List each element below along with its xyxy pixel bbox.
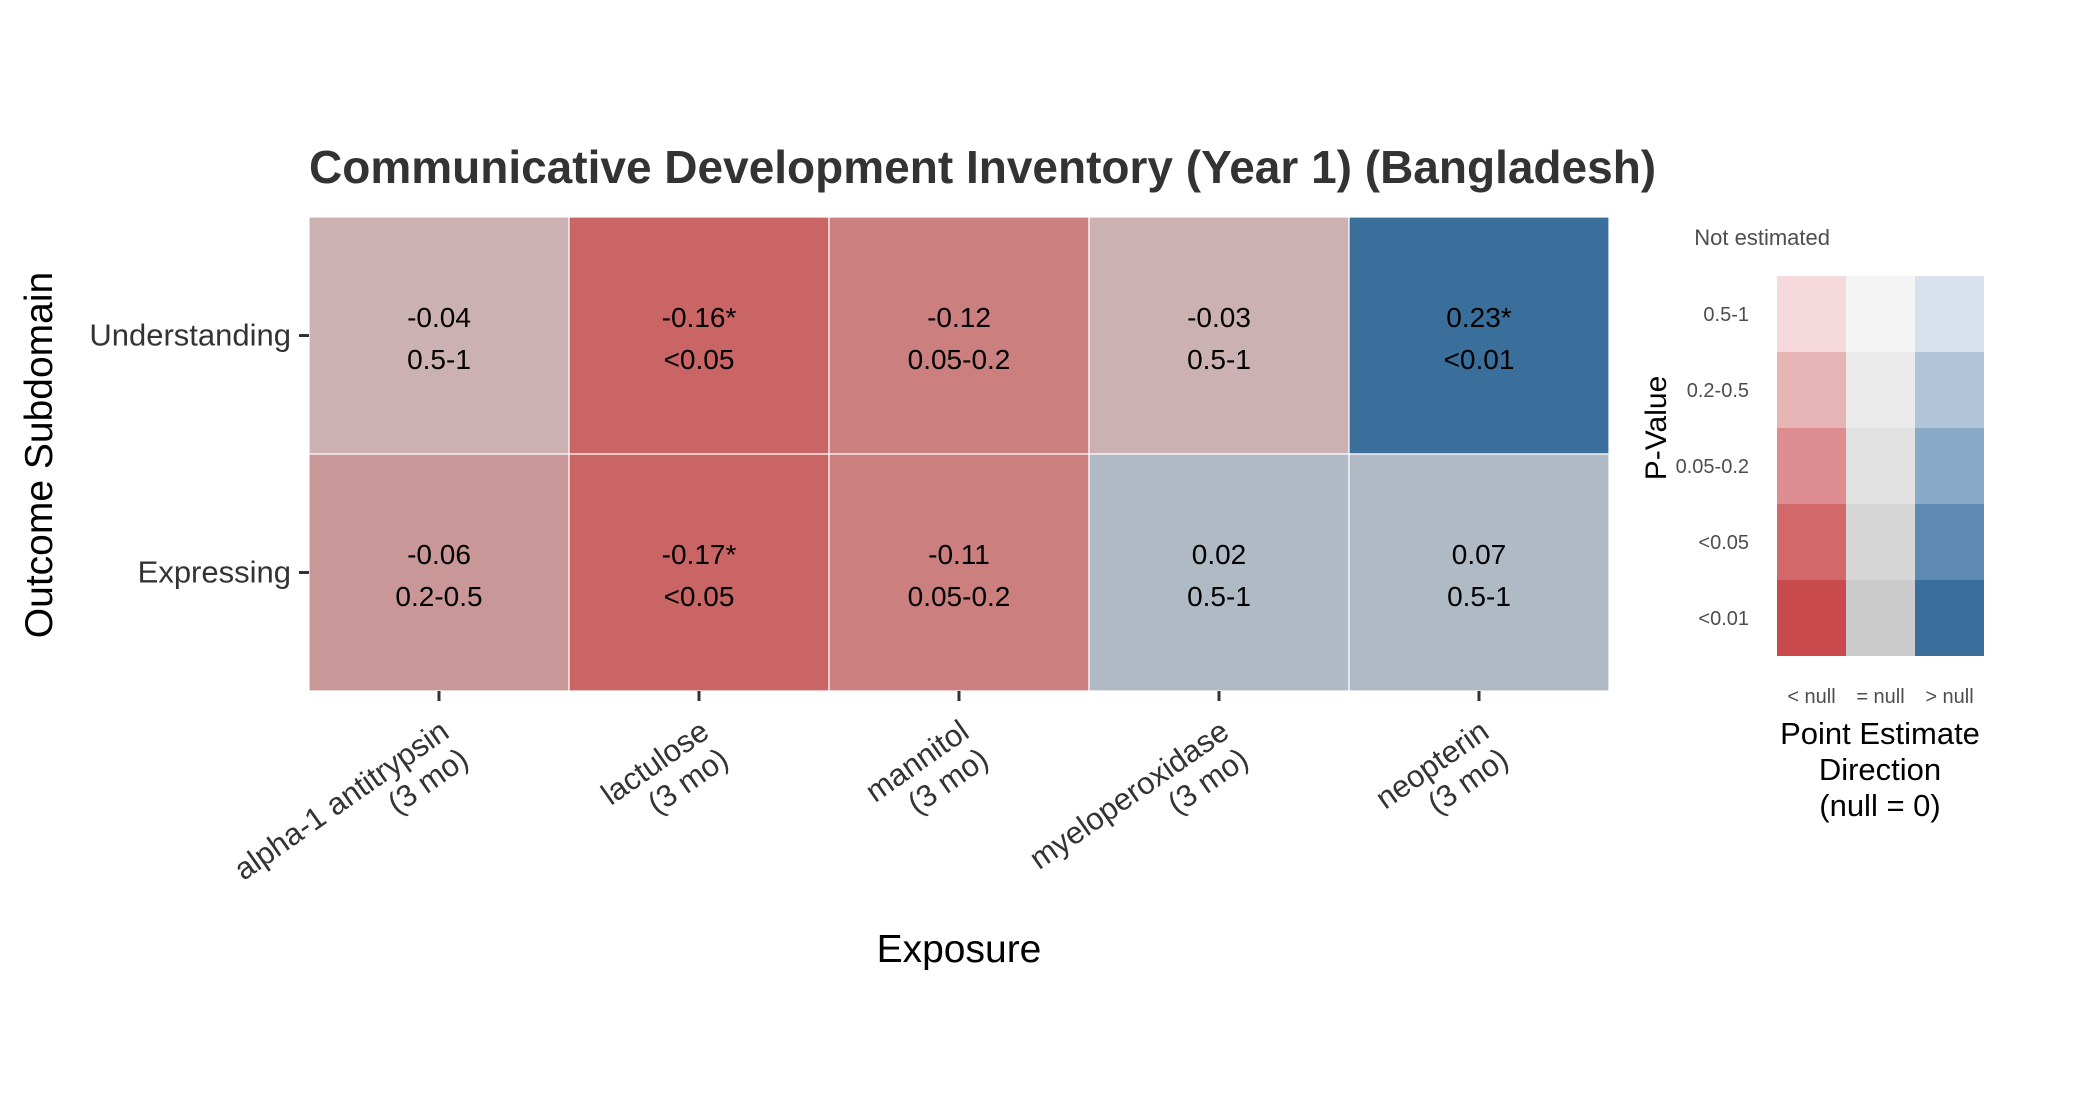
chart-title: Communicative Development Inventory (Yea… [309,141,1656,193]
cell-estimate-label: -0.16* [662,302,737,333]
cell-estimate-label: -0.03 [1187,302,1251,333]
y-axis-title: Outcome Subdomain [18,272,61,638]
cell-pvalue-label: <0.05 [664,344,735,375]
heatmap-cell [308,453,570,692]
x-axis-tick-label: myeloperoxidase(3 mo) [1023,713,1255,904]
legend-not-estimated-label: Not estimated [1694,225,1830,250]
x-axis-tick-label: alpha-1 antitrypsin(3 mo) [227,713,474,915]
legend-direction-label: > null [1925,686,1973,708]
legend-swatch [1777,504,1846,580]
cell-pvalue-label: 0.5-1 [1187,344,1251,375]
heatmap-cell [1088,453,1350,692]
legend-swatch [1915,276,1984,352]
heatmap-cell [1088,216,1350,455]
x-axis: alpha-1 antitrypsin(3 mo) lactulose(3 mo)… [227,691,1515,915]
heatmap-cell [828,453,1090,692]
cell-pvalue-label: 0.05-0.2 [908,581,1011,612]
cell-pvalue-label: 0.5-1 [1447,581,1511,612]
y-axis-tick-label: Expressing [138,555,291,590]
cell-pvalue-label: <0.01 [1444,344,1515,375]
legend-swatch [1915,580,1984,656]
legend-direction-title-line: (null = 0) [1819,788,1940,823]
legend: Not estimated 0.5-1 0.2-0.5 0.05-0.2 <0.05 <0… [1640,225,1984,823]
legend-swatch [1777,428,1846,504]
legend-direction-label: = null [1856,686,1904,708]
cell-pvalue-label: 0.5-1 [407,344,471,375]
legend-swatch [1915,428,1984,504]
legend-pvalue-label: 0.05-0.2 [1676,456,1749,478]
legend-direction-title-line: Point Estimate [1780,716,1980,751]
legend-pvalue-label: <0.05 [1698,532,1749,554]
cell-estimate-label: -0.04 [407,302,471,333]
heatmap-cell [308,216,570,455]
legend-direction-title-line: Direction [1819,752,1941,787]
cell-estimate-label: -0.12 [927,302,991,333]
x-axis-title: Exposure [877,928,1042,971]
legend-pvalue-label: <0.01 [1698,608,1749,630]
legend-swatch [1846,428,1915,504]
legend-swatch [1777,276,1846,352]
cell-estimate-label: 0.07 [1452,539,1507,570]
legend-swatch [1846,276,1915,352]
cell-pvalue-label: 0.05-0.2 [908,344,1011,375]
cell-estimate-label: 0.23* [1446,302,1511,333]
legend-direction-label: < null [1787,686,1835,708]
cell-estimate-label: 0.02 [1192,539,1247,570]
cell-pvalue-label: 0.5-1 [1187,581,1251,612]
heatmap-cell [1348,453,1610,692]
legend-swatch [1846,504,1915,580]
legend-swatch [1846,352,1915,428]
x-axis-tick-label: mannitol(3 mo) [859,713,995,837]
cell-estimate-label: -0.17* [662,539,737,570]
cell-estimate-label: -0.06 [407,539,471,570]
cell-pvalue-label: 0.2-0.5 [395,581,482,612]
cell-estimate-label: -0.11 [928,539,990,570]
legend-swatch [1777,352,1846,428]
y-axis: Understanding Expressing [89,318,309,590]
x-axis-tick-label: lactulose(3 mo) [595,713,735,840]
legend-swatch [1777,580,1846,656]
heatmap-cell [568,216,830,455]
legend-pvalue-label: 0.5-1 [1703,304,1749,326]
legend-pvalue-title: P-Value [1640,376,1673,481]
legend-direction-title: Point Estimate Direction (null = 0) [1780,716,1980,823]
heatmap-cell [1348,216,1610,455]
legend-swatch [1915,504,1984,580]
cell-pvalue-label: <0.05 [664,581,735,612]
heatmap-cells: -0.04 0.5-1 -0.16* <0.05 -0.12 0.05-0.2 -0.03 0… [308,216,1610,692]
legend-swatch [1915,352,1984,428]
heatmap-cell [828,216,1090,455]
legend-swatch [1846,580,1915,656]
legend-pvalue-label: 0.2-0.5 [1687,380,1749,402]
heatmap-cell [568,453,830,692]
y-axis-tick-label: Understanding [89,318,291,353]
x-axis-tick-label: neopterin(3 mo) [1369,713,1514,844]
